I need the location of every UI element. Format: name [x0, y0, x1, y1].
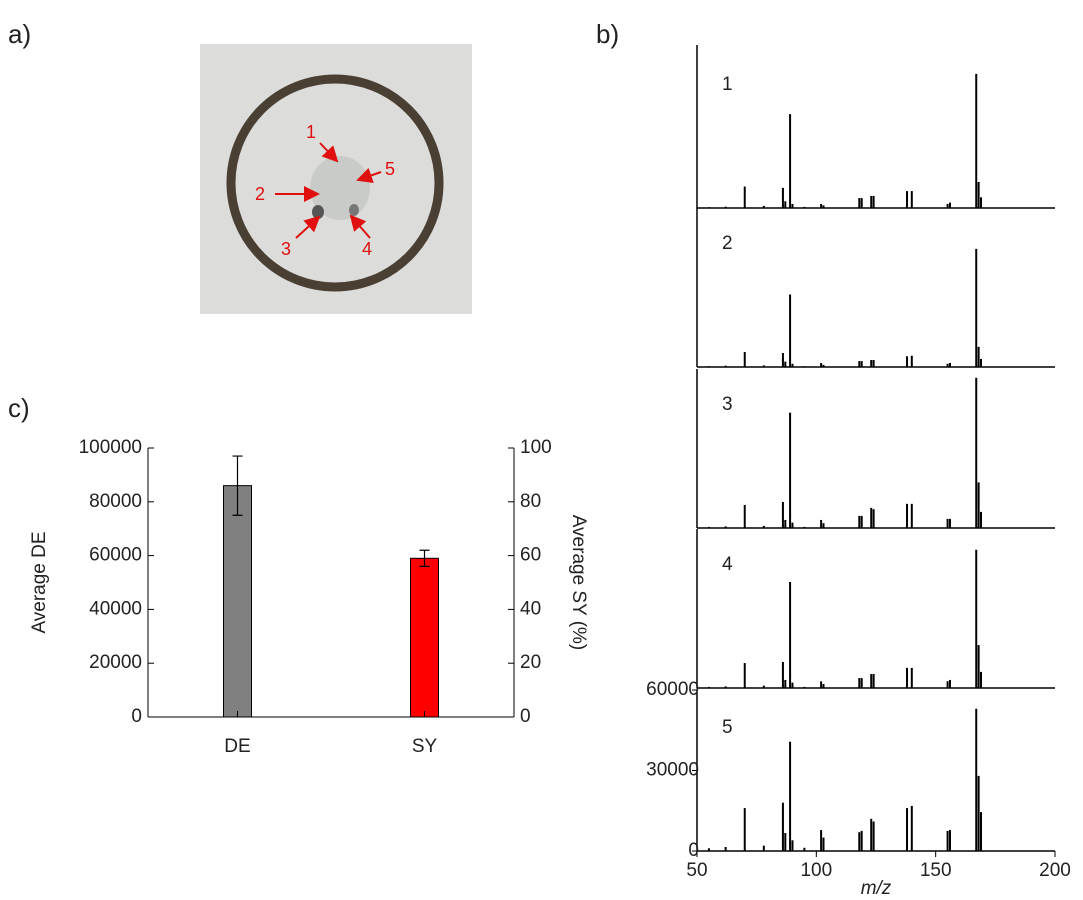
error-bar	[232, 455, 243, 516]
y-tick-label: 60000	[646, 679, 699, 700]
x-tick-label: DE	[224, 736, 250, 757]
x-tick-label: 200	[1039, 860, 1071, 881]
x-tick-label: 50	[686, 860, 707, 881]
x-tick-label: SY	[412, 736, 438, 757]
photo: 1 2 3 4 5	[200, 44, 472, 314]
y2-axis-label: Average SY (%)	[568, 515, 589, 651]
spot-label: 5	[385, 159, 395, 179]
x-tick-label: 100	[800, 860, 832, 881]
y-tick-label: 80000	[89, 491, 142, 512]
spot	[310, 156, 370, 220]
spectrum-label: 1	[722, 74, 733, 95]
spectrum-label: 2	[722, 233, 733, 254]
y2-tick-label: 0	[520, 706, 531, 727]
y-tick-label: 0	[688, 840, 699, 861]
arrow	[356, 167, 382, 183]
spot-label: 1	[306, 122, 316, 142]
spectrum-label: 3	[722, 394, 733, 415]
plot-frame	[148, 448, 514, 717]
bar	[410, 557, 439, 718]
x-axis-label: m/z	[861, 878, 892, 899]
y-tick-label: 40000	[89, 598, 142, 619]
error-bar	[419, 549, 430, 567]
y2-tick-label: 80	[520, 491, 541, 512]
arrow	[295, 215, 321, 239]
spot-label: 4	[362, 239, 372, 259]
spot	[349, 204, 359, 216]
x-tick-label: 150	[920, 860, 952, 881]
bar	[223, 485, 252, 718]
spot	[312, 205, 324, 219]
spectrum-label: 5	[722, 717, 733, 738]
y-tick-label: 20000	[89, 652, 142, 673]
arrow	[349, 214, 371, 239]
y-axis-label: Average DE	[29, 531, 50, 633]
panel-label: a)	[8, 19, 31, 49]
y-tick-label: 0	[131, 706, 142, 727]
panel-label: b)	[596, 19, 619, 49]
y2-tick-label: 20	[520, 652, 541, 673]
y2-tick-label: 60	[520, 545, 541, 566]
y-tick-label: 60000	[89, 545, 142, 566]
arrow	[319, 142, 339, 163]
y2-tick-label: 100	[520, 437, 552, 458]
y-tick-label: 30000	[646, 760, 699, 781]
spectrum-label: 4	[722, 554, 733, 575]
y-tick-label: 100000	[79, 437, 142, 458]
ring	[226, 74, 444, 292]
spot-label: 3	[281, 239, 291, 259]
panel-label: c)	[8, 393, 30, 423]
spot-label: 2	[255, 184, 265, 204]
y2-tick-label: 40	[520, 598, 541, 619]
